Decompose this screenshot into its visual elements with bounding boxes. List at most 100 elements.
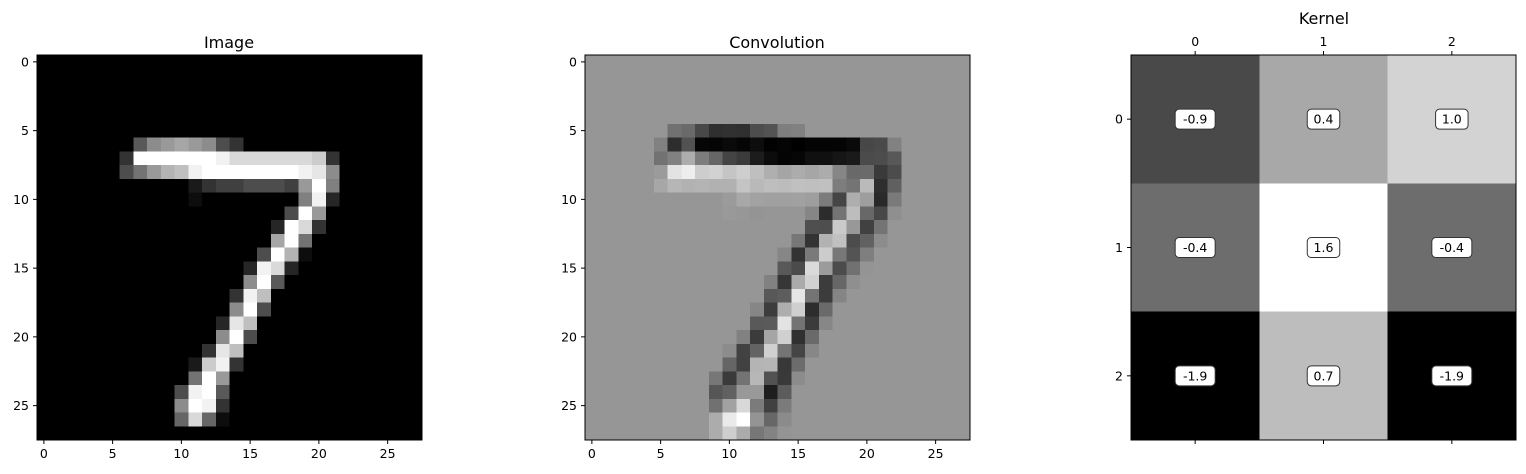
- convolution-pixel: [736, 82, 751, 97]
- image-pixel: [133, 316, 148, 331]
- image-pixel: [284, 371, 299, 386]
- convolution-pixel: [928, 220, 944, 235]
- image-pixel: [380, 206, 396, 221]
- image-pixel: [215, 192, 231, 207]
- image-pixel: [339, 110, 354, 125]
- convolution-pixel: [887, 110, 902, 125]
- y-tick-label: 0: [569, 54, 577, 69]
- image-pixel: [64, 385, 79, 400]
- image-pixel: [284, 357, 299, 372]
- image-pixel: [215, 82, 231, 97]
- convolution-pixel: [736, 288, 751, 304]
- image-pixel: [339, 316, 354, 331]
- image-pixel: [64, 220, 79, 235]
- image-pixel: [202, 165, 217, 180]
- image-pixel: [257, 178, 272, 194]
- image-pixel: [105, 192, 121, 207]
- convolution-pixel: [667, 206, 682, 221]
- image-pixel: [298, 330, 313, 345]
- convolution-pixel: [763, 82, 779, 97]
- image-pixel: [215, 412, 231, 427]
- convolution-pixel: [736, 275, 751, 290]
- image-pixel: [312, 233, 327, 249]
- image-pixel: [284, 261, 299, 276]
- convolution-pixel: [846, 426, 861, 441]
- convolution-pixel: [736, 343, 751, 359]
- image-pixel: [298, 343, 313, 359]
- image-pixel: [270, 82, 286, 97]
- image-pixel: [408, 165, 423, 180]
- image-pixel: [243, 302, 258, 317]
- convolution-pixel: [818, 123, 834, 139]
- convolution-pixel: [612, 233, 627, 249]
- convolution-pixel: [846, 55, 861, 70]
- image-pixel: [257, 68, 272, 84]
- image-pixel: [243, 55, 258, 70]
- convolution-pixel: [667, 192, 682, 207]
- convolution-pixel: [598, 275, 614, 290]
- convolution-pixel: [653, 343, 669, 359]
- convolution-pixel: [818, 178, 834, 194]
- convolution-pixel: [915, 96, 930, 111]
- convolution-pixel: [612, 261, 627, 276]
- convolution-pixel: [915, 316, 930, 331]
- image-pixel: [270, 165, 286, 180]
- image-pixel: [188, 398, 203, 414]
- image-pixel: [408, 316, 423, 331]
- convolution-pixel: [585, 371, 600, 386]
- convolution-pixel: [832, 68, 847, 84]
- convolution-pixel: [667, 412, 682, 427]
- convolution-pixel: [887, 371, 902, 386]
- image-pixel: [64, 96, 79, 111]
- image-pixel: [339, 412, 354, 427]
- convolution-pixel: [791, 110, 806, 125]
- convolution-pixel: [860, 261, 875, 276]
- convolution-pixel: [873, 55, 889, 70]
- image-pixel: [174, 178, 189, 194]
- image-pixel: [202, 192, 217, 207]
- image-pixel: [202, 55, 217, 70]
- convolution-pixel: [585, 96, 600, 111]
- image-pixel: [92, 357, 107, 372]
- convolution-pixel: [928, 96, 944, 111]
- image-pixel: [133, 123, 148, 139]
- convolution-pixel: [708, 247, 724, 262]
- convolution-pixel: [681, 385, 696, 400]
- convolution-pixel: [791, 220, 806, 235]
- image-pixel: [325, 261, 341, 276]
- image-pixel: [92, 261, 107, 276]
- image-pixel: [174, 247, 189, 262]
- image-pixel: [133, 385, 148, 400]
- image-panel-title: Image: [204, 33, 254, 52]
- convolution-pixel: [942, 110, 957, 125]
- convolution-pixel: [750, 330, 765, 345]
- convolution-pixel: [956, 247, 971, 262]
- convolution-pixel: [667, 275, 682, 290]
- image-pixel: [64, 288, 79, 304]
- image-pixel: [202, 233, 217, 249]
- image-pixel: [188, 123, 203, 139]
- convolution-pixel: [640, 192, 655, 207]
- convolution-pixel: [763, 357, 779, 372]
- image-pixel: [78, 385, 93, 400]
- convolution-pixel: [736, 151, 751, 166]
- convolution-pixel: [722, 385, 737, 400]
- image-pixel: [119, 412, 134, 427]
- convolution-pixel: [915, 275, 930, 290]
- image-pixel: [325, 302, 341, 317]
- convolution-pixel: [598, 343, 614, 359]
- convolution-pixel: [832, 275, 847, 290]
- convolution-pixel: [901, 68, 916, 84]
- image-pixel: [119, 96, 134, 111]
- convolution-pixel: [598, 398, 614, 414]
- x-tick-label: 10: [173, 446, 189, 461]
- image-pixel: [37, 357, 52, 372]
- convolution-pixel: [640, 357, 655, 372]
- image-pixel: [174, 192, 189, 207]
- image-pixel: [78, 275, 93, 290]
- convolution-pixel: [667, 68, 682, 84]
- image-pixel: [188, 192, 203, 207]
- image-pixel: [312, 96, 327, 111]
- convolution-pixel: [805, 371, 820, 386]
- image-pixel: [188, 343, 203, 359]
